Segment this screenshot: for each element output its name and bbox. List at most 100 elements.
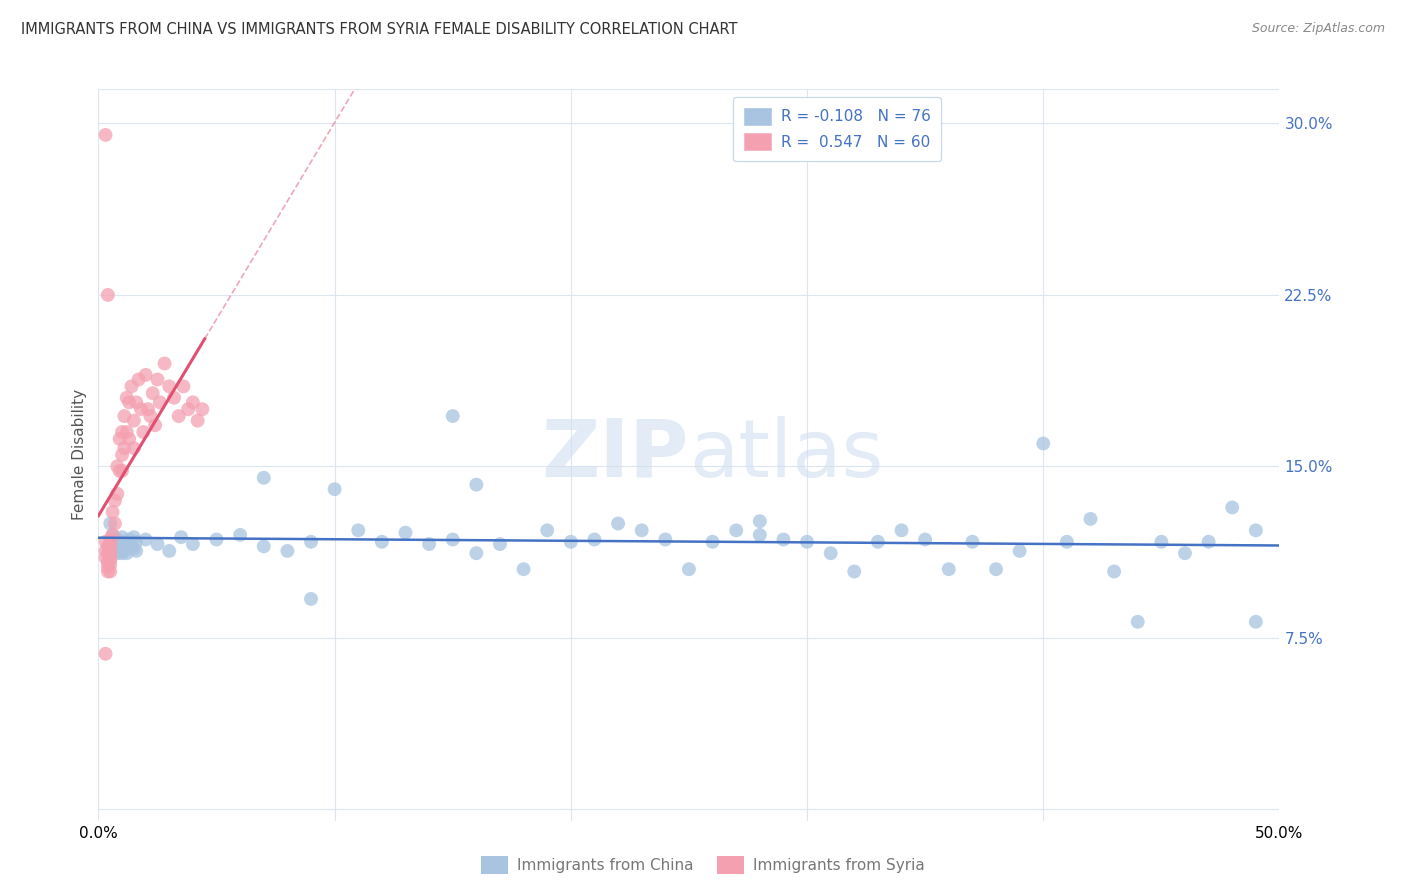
Point: [122, 414, 145, 428]
Point: [299, 534, 322, 549]
Point: [115, 537, 138, 551]
Point: [98, 553, 121, 567]
Point: [111, 530, 134, 544]
Point: [108, 464, 131, 478]
Point: [276, 544, 298, 558]
Point: [181, 537, 204, 551]
Point: [111, 546, 134, 560]
Point: [98, 533, 121, 547]
Point: [118, 533, 141, 547]
Point: [108, 432, 131, 446]
Point: [157, 544, 180, 558]
Point: [112, 539, 135, 553]
Point: [678, 562, 700, 576]
Point: [866, 534, 889, 549]
Point: [121, 379, 143, 393]
Point: [97, 288, 120, 302]
Point: [844, 565, 866, 579]
Text: IMMIGRANTS FROM CHINA VS IMMIGRANTS FROM SYRIA FEMALE DISABILITY CORRELATION CHA: IMMIGRANTS FROM CHINA VS IMMIGRANTS FROM…: [21, 22, 738, 37]
Point: [172, 379, 194, 393]
Point: [125, 544, 148, 558]
Point: [177, 402, 200, 417]
Point: [187, 414, 209, 428]
Point: [512, 562, 534, 576]
Point: [583, 533, 606, 547]
Point: [607, 516, 630, 531]
Point: [115, 425, 138, 439]
Point: [984, 562, 1007, 576]
Point: [229, 528, 252, 542]
Point: [489, 537, 512, 551]
Point: [181, 395, 204, 409]
Point: [125, 534, 148, 549]
Point: [441, 533, 464, 547]
Point: [98, 565, 121, 579]
Point: [772, 533, 794, 547]
Point: [1032, 436, 1054, 450]
Point: [654, 533, 676, 547]
Point: [108, 544, 131, 558]
Point: [125, 395, 148, 409]
Point: [170, 530, 193, 544]
Point: [129, 402, 152, 417]
Point: [132, 425, 155, 439]
Point: [191, 402, 214, 417]
Point: [98, 534, 121, 549]
Point: [748, 528, 770, 542]
Point: [111, 425, 134, 439]
Point: [112, 409, 135, 423]
Point: [299, 591, 322, 606]
Point: [725, 524, 748, 538]
Point: [371, 534, 394, 549]
Point: [105, 533, 128, 547]
Point: [104, 516, 127, 531]
Point: [97, 560, 120, 574]
Point: [149, 395, 172, 409]
Point: [111, 448, 134, 462]
Point: [167, 409, 190, 423]
Point: [146, 537, 169, 551]
Point: [142, 386, 165, 401]
Point: [122, 541, 145, 556]
Point: [441, 409, 464, 423]
Text: ZIP: ZIP: [541, 416, 689, 494]
Point: [465, 546, 488, 560]
Point: [105, 546, 128, 560]
Point: [394, 525, 416, 540]
Point: [97, 565, 120, 579]
Point: [136, 402, 159, 417]
Point: [560, 534, 582, 549]
Point: [748, 514, 770, 528]
Point: [98, 516, 121, 531]
Point: [118, 395, 141, 409]
Point: [1244, 615, 1267, 629]
Point: [97, 555, 120, 569]
Point: [630, 524, 652, 538]
Point: [820, 546, 842, 560]
Point: [122, 441, 145, 455]
Point: [1126, 615, 1149, 629]
Point: [97, 539, 120, 553]
Point: [112, 544, 135, 558]
Point: [962, 534, 984, 549]
Point: [1080, 512, 1102, 526]
Point: [115, 546, 138, 560]
Point: [98, 550, 121, 565]
Point: [536, 524, 558, 538]
Point: [418, 537, 440, 551]
Point: [347, 524, 370, 538]
Point: [94, 534, 117, 549]
Point: [94, 550, 117, 565]
Point: [128, 372, 150, 386]
Point: [98, 544, 121, 558]
Point: [465, 477, 488, 491]
Point: [139, 409, 162, 423]
Point: [938, 562, 960, 576]
Point: [1244, 524, 1267, 538]
Point: [118, 432, 141, 446]
Point: [146, 372, 169, 386]
Point: [98, 539, 121, 553]
Text: atlas: atlas: [689, 416, 883, 494]
Text: Source: ZipAtlas.com: Source: ZipAtlas.com: [1251, 22, 1385, 36]
Point: [104, 539, 127, 553]
